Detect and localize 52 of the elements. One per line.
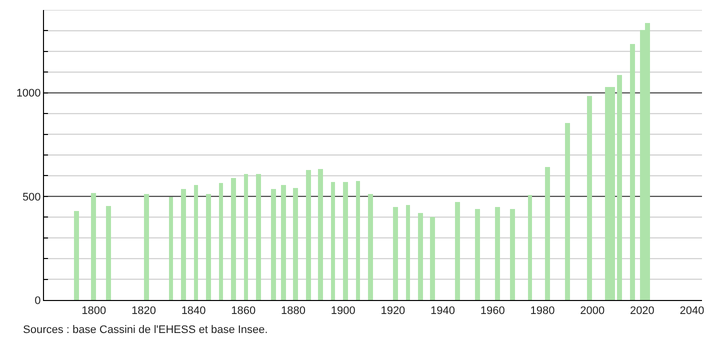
bar [356, 181, 360, 300]
bar [219, 183, 223, 300]
bar [306, 170, 311, 300]
bar [293, 188, 298, 300]
bar [144, 194, 149, 300]
x-tick-label: 1860 [231, 305, 256, 318]
bar [455, 202, 460, 300]
bar [565, 123, 570, 300]
source-note: Sources : base Cassini de l'EHESS et base Insee. [23, 324, 268, 336]
bar [331, 182, 335, 300]
x-tick-label: 1900 [330, 305, 356, 318]
bar [206, 194, 211, 300]
bar [510, 209, 515, 300]
bar [318, 169, 323, 300]
bar [368, 194, 373, 300]
x-tick-label: 1820 [131, 305, 156, 318]
bar [74, 211, 79, 300]
bar [587, 96, 592, 300]
bar [256, 174, 261, 300]
x-tick-label: 1940 [430, 305, 456, 318]
bar [393, 207, 398, 300]
bar [343, 182, 348, 300]
bar [528, 195, 532, 300]
bar [430, 217, 435, 300]
bar [281, 185, 286, 300]
bar [244, 174, 248, 300]
bar [231, 178, 236, 300]
bar [545, 167, 550, 300]
bar [475, 209, 480, 300]
y-tick-label: 500 [22, 191, 41, 204]
y-tick-label: 1000 [16, 88, 41, 100]
bar [495, 207, 500, 300]
x-tick-label: 2020 [630, 305, 654, 318]
x-tick-label: 1960 [480, 305, 505, 318]
x-tick-label: 1800 [82, 305, 106, 318]
x-tick-label: 1920 [380, 305, 406, 318]
bar [271, 189, 276, 300]
bar [194, 185, 198, 300]
bar [181, 189, 186, 300]
bar [169, 197, 173, 300]
bar [630, 44, 635, 300]
bar [91, 193, 96, 300]
y-tick-label: 0 [34, 294, 41, 307]
bar [106, 206, 111, 300]
bar [406, 205, 410, 300]
x-tick-label: 2000 [580, 305, 605, 318]
x-tick-label: 1880 [281, 305, 306, 318]
x-tick-label: 1980 [530, 305, 555, 318]
x-tick-label: 1840 [181, 305, 206, 318]
x-tick-label: 2040 [680, 305, 704, 318]
bar [617, 75, 622, 300]
bar [418, 213, 423, 300]
